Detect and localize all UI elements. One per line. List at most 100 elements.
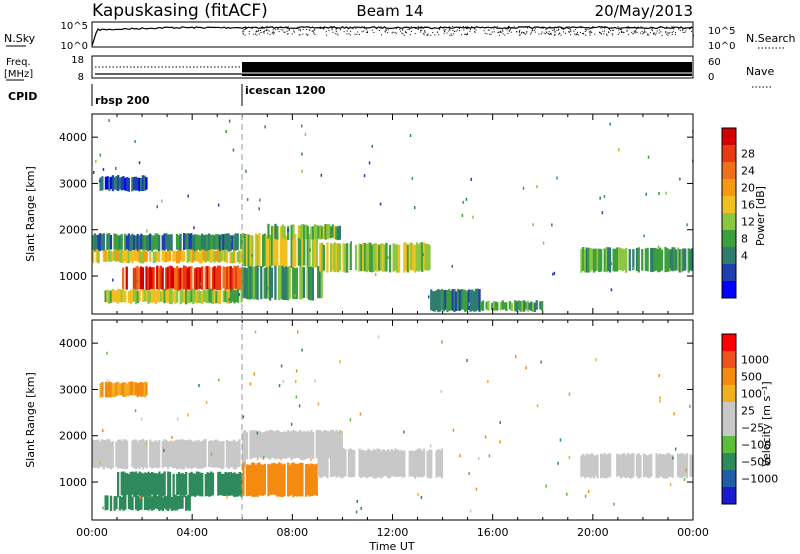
data-cell	[115, 382, 118, 397]
nsearch-dot	[604, 27, 606, 29]
data-cell	[469, 509, 472, 513]
data-cell	[678, 453, 681, 478]
data-cell	[231, 251, 234, 264]
nsearch-dot	[298, 26, 300, 28]
data-cell	[118, 289, 122, 303]
data-cell	[283, 267, 286, 300]
nsearch-dot	[505, 28, 507, 30]
data-cell	[161, 473, 165, 497]
data-cell	[419, 448, 422, 477]
nsearch-dot	[361, 31, 363, 33]
data-cell	[102, 250, 105, 262]
data-cell	[672, 456, 674, 460]
data-cell	[621, 453, 624, 477]
data-cell	[267, 286, 269, 290]
data-cell	[657, 454, 660, 479]
nsearch-dot	[333, 26, 335, 28]
nsearch-dot	[456, 29, 458, 31]
data-cell	[269, 265, 272, 301]
data-cell	[354, 244, 358, 271]
data-cell	[140, 495, 143, 510]
data-cell	[369, 242, 372, 273]
data-cell	[376, 244, 379, 273]
data-cell	[310, 430, 313, 458]
data-cell	[283, 431, 286, 459]
data-cell	[118, 496, 122, 511]
nsearch-dot	[330, 26, 332, 28]
data-cell	[276, 225, 279, 240]
data-cell	[505, 302, 508, 311]
data-cell	[626, 453, 630, 477]
data-cell	[167, 441, 170, 470]
nsearch-dot	[281, 27, 283, 28]
nsearch-dot	[487, 29, 489, 31]
data-cell	[245, 267, 249, 300]
nsearch-dot	[275, 29, 277, 31]
data-cell	[552, 272, 554, 276]
nsearch-dot	[541, 26, 543, 28]
data-cell	[236, 265, 240, 291]
data-cell	[568, 392, 571, 396]
data-cell	[653, 247, 656, 271]
data-cell	[111, 251, 114, 262]
nsearch-label: N.Search	[746, 32, 796, 45]
data-cell	[682, 248, 685, 272]
data-cell	[303, 233, 306, 266]
data-cell	[532, 223, 534, 227]
data-cell	[192, 288, 195, 305]
data-cell	[158, 471, 161, 497]
data-cell	[297, 225, 300, 238]
data-cell	[133, 176, 136, 191]
data-cell	[176, 290, 179, 303]
data-cell	[542, 241, 545, 245]
nsearch-dot	[247, 27, 249, 29]
data-cell	[199, 291, 202, 304]
nsearch-dot	[354, 33, 356, 35]
nsearch-dot	[570, 34, 571, 36]
nsearch-dot	[566, 27, 568, 29]
data-cell	[485, 301, 488, 310]
colorbar-tick-label: 16	[741, 199, 755, 212]
nsearch-dot	[519, 29, 521, 31]
nsearch-dot	[667, 32, 669, 34]
nsearch-dot	[242, 30, 244, 32]
data-cell	[192, 473, 195, 496]
data-cell	[304, 132, 307, 136]
colorbar-tick-label: 8	[741, 233, 748, 246]
nsearch-dot	[243, 30, 245, 32]
cpid-segment-2: icescan 1200	[245, 84, 326, 97]
data-cell	[247, 464, 250, 496]
data-cell	[209, 234, 213, 250]
data-cell	[228, 298, 230, 302]
nsearch-dot	[621, 32, 623, 33]
time-tick-label: 00:00	[677, 526, 709, 539]
nsearch-dot	[255, 31, 257, 33]
nsearch-dot	[273, 31, 275, 33]
data-cell	[122, 267, 125, 290]
data-cell	[668, 249, 671, 272]
data-cell	[605, 247, 608, 273]
data-cell	[134, 235, 138, 252]
data-cell	[97, 250, 100, 264]
data-cell	[272, 234, 275, 266]
data-cell	[674, 447, 677, 451]
data-cell	[295, 464, 299, 497]
data-cell	[415, 449, 419, 477]
data-cell	[158, 494, 161, 511]
data-cell	[224, 291, 227, 303]
data-cell	[462, 200, 464, 204]
nsearch-dot	[465, 34, 467, 36]
nsearch-dot	[302, 28, 304, 30]
data-cell	[258, 233, 261, 268]
nsearch-dot	[603, 33, 605, 35]
data-cell	[635, 454, 639, 477]
data-cell	[453, 289, 456, 312]
nsearch-dot	[465, 33, 467, 35]
data-cell	[191, 441, 195, 469]
data-cell	[231, 268, 234, 291]
data-cell	[210, 288, 213, 304]
data-cell	[279, 463, 283, 497]
nsearch-dot	[367, 32, 368, 33]
data-cell	[488, 454, 491, 458]
data-cell	[227, 289, 231, 305]
